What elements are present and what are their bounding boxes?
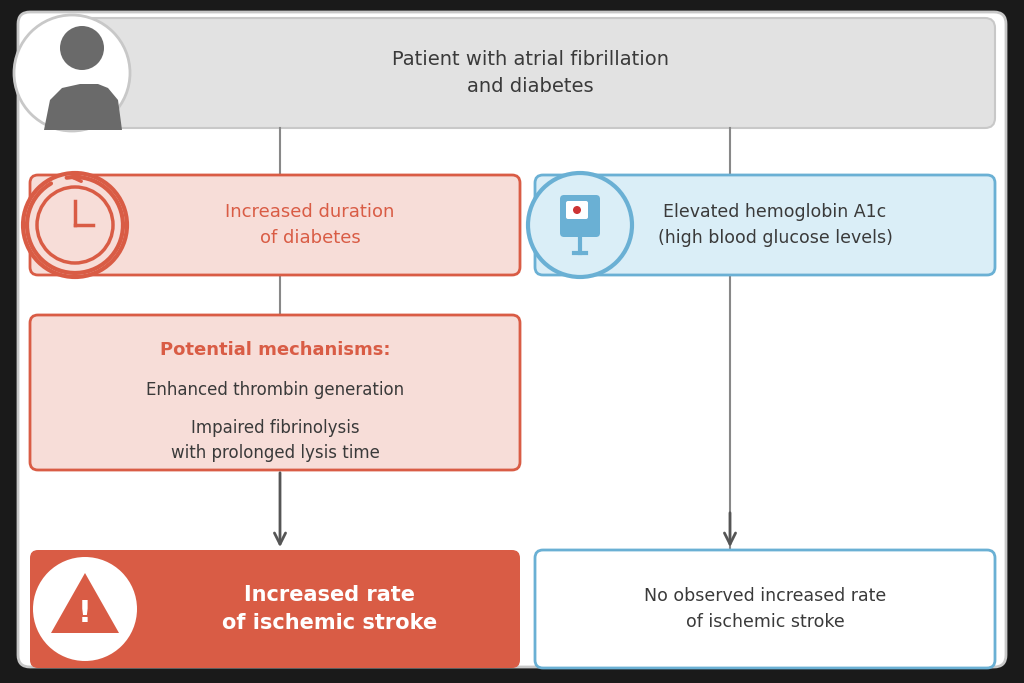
FancyBboxPatch shape: [30, 175, 520, 275]
Circle shape: [23, 173, 127, 277]
Text: Increased duration
of diabetes: Increased duration of diabetes: [225, 203, 394, 247]
Text: !: !: [78, 600, 92, 628]
FancyBboxPatch shape: [566, 201, 588, 219]
FancyBboxPatch shape: [30, 315, 520, 470]
FancyBboxPatch shape: [30, 550, 520, 668]
Polygon shape: [44, 84, 122, 130]
FancyBboxPatch shape: [65, 18, 995, 128]
Text: Potential mechanisms:: Potential mechanisms:: [160, 341, 390, 359]
Polygon shape: [51, 573, 119, 633]
FancyBboxPatch shape: [560, 195, 600, 237]
Text: No observed increased rate
of ischemic stroke: No observed increased rate of ischemic s…: [644, 587, 886, 631]
Circle shape: [14, 15, 130, 131]
FancyBboxPatch shape: [535, 175, 995, 275]
Text: Impaired fibrinolysis: Impaired fibrinolysis: [190, 419, 359, 437]
Text: with prolonged lysis time: with prolonged lysis time: [171, 444, 380, 462]
Circle shape: [528, 173, 632, 277]
Text: Enhanced thrombin generation: Enhanced thrombin generation: [146, 381, 404, 399]
FancyBboxPatch shape: [18, 12, 1006, 667]
Circle shape: [33, 557, 137, 661]
FancyBboxPatch shape: [535, 550, 995, 668]
Text: Patient with atrial fibrillation
and diabetes: Patient with atrial fibrillation and dia…: [391, 51, 669, 96]
Text: Elevated hemoglobin A1c
(high blood glucose levels): Elevated hemoglobin A1c (high blood gluc…: [657, 203, 893, 247]
Text: Increased rate
of ischemic stroke: Increased rate of ischemic stroke: [222, 585, 437, 633]
Circle shape: [37, 187, 113, 263]
Circle shape: [573, 206, 581, 214]
Circle shape: [60, 26, 104, 70]
